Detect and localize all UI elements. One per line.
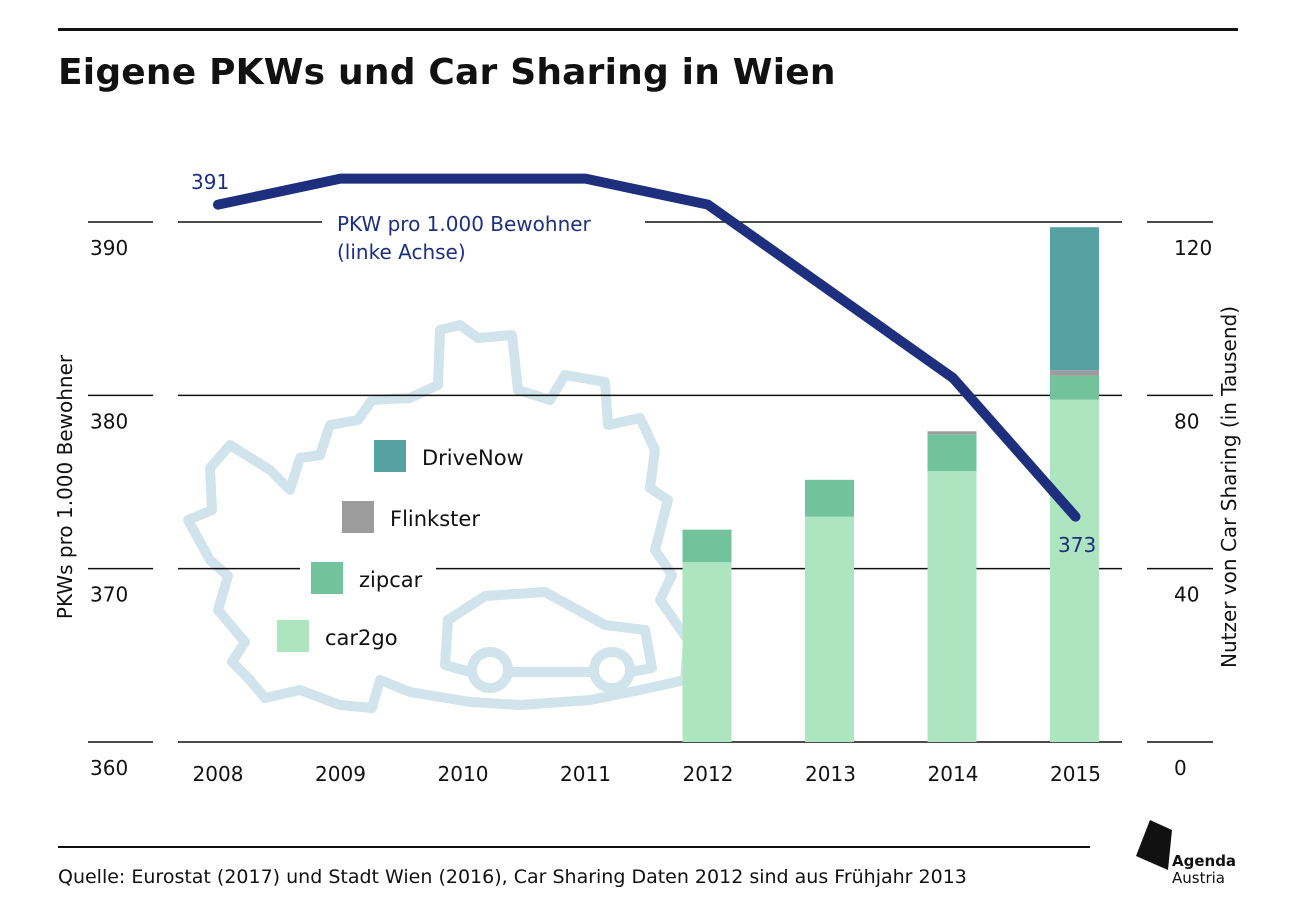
y-tick-left: 370 [90,583,128,607]
agenda-austria-logo: Agenda Austria [1134,818,1244,888]
bar-segment-drivenow [1050,227,1099,371]
car-wheel-front [467,647,513,693]
bar-segment-zipcar [805,479,854,517]
bar-segment-flinkster [927,431,977,435]
x-tick-label: 2008 [193,762,244,786]
logo-mark-icon [1136,820,1172,870]
top-rule [58,28,1238,31]
x-tick-label: 2014 [928,762,979,786]
line-pkw-per-1000 [213,173,1081,522]
legend: DriveNow Flinkster zipcar car2go [277,440,524,652]
logo-text-line2: Austria [1172,869,1225,887]
legend-label-car2go: car2go [325,626,398,650]
chart-title: Eigene PKWs und Car Sharing in Wien [58,52,836,93]
background-illustration [183,320,693,713]
logo-text-line1: Agenda [1172,852,1237,870]
legend-label-zipcar: zipcar [359,568,423,592]
line-end-label: 373 [1058,533,1096,557]
x-tick-label: 2015 [1050,762,1101,786]
tick-labels: 360 370 380 390 0 40 80 120 2008 2009 2010 2011 2012… [53,236,1241,786]
bar-segment-zipcar [927,434,977,472]
bar-segment-car2go [1050,399,1099,742]
line-start-label: 391 [191,170,229,194]
bar-segment-car2go [805,516,854,742]
bar-segment-zipcar [1050,375,1099,400]
bar-segment-zipcar [682,529,732,563]
y-tick-right: 80 [1174,409,1199,433]
legend-swatch-drivenow [374,440,406,472]
line-series [213,173,1081,522]
bar-segment-flinkster [1050,370,1099,376]
source-note: Quelle: Eurostat (2017) und Stadt Wien (… [58,866,967,888]
y-tick-left: 360 [90,756,128,780]
annotations: 391 373 PKW pro 1.000 Bewohner (linke Achse… [191,170,1096,557]
x-tick-label: 2012 [683,762,734,786]
y-axis-title-right: Nutzer von Car Sharing (in Tausend) [1217,306,1241,668]
bar-segment-car2go [927,471,977,742]
y-tick-right: 0 [1174,756,1187,780]
x-tick-label: 2010 [438,762,489,786]
legend-label-flinkster: Flinkster [390,507,480,531]
x-tick-label: 2009 [315,762,366,786]
car-silhouette [440,587,657,677]
x-tick-label: 2013 [805,762,856,786]
bottom-rule [58,846,1090,848]
line-series-label: PKW pro 1.000 Bewohner [337,212,592,236]
x-tick-label: 2011 [560,762,611,786]
legend-swatch-car2go [277,620,309,652]
legend-swatch-flinkster [342,501,374,533]
car-wheel-rear [589,647,635,693]
y-axis-title-left: PKWs pro 1.000 Bewohner [53,354,77,619]
stacked-bars [682,227,1099,742]
legend-swatch-zipcar [311,562,343,594]
y-tick-right: 40 [1174,583,1199,607]
y-tick-left: 380 [90,409,128,433]
line-axis-note: (linke Achse) [337,240,466,264]
y-tick-left: 390 [90,236,128,260]
legend-label-drivenow: DriveNow [422,446,524,470]
vienna-map-outline [183,320,693,713]
bar-segment-car2go [682,562,732,742]
y-tick-right: 120 [1174,236,1212,260]
